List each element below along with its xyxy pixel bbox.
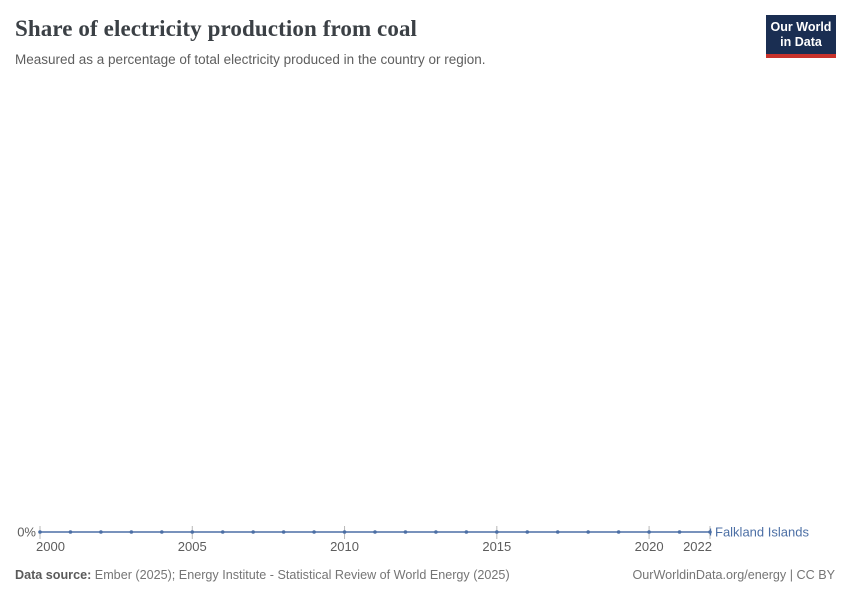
data-point-marker[interactable] — [220, 530, 225, 534]
data-source-text: Ember (2025); Energy Institute - Statist… — [91, 568, 510, 582]
chart-footer: Data source: Ember (2025); Energy Instit… — [15, 568, 835, 582]
data-point-marker[interactable] — [495, 530, 499, 534]
data-point-marker[interactable] — [586, 530, 590, 534]
license-credit-link[interactable]: OurWorldinData.org/energy | CC BY — [632, 568, 835, 582]
owid-logo-line1: Our World — [770, 20, 832, 34]
data-point-marker[interactable] — [677, 530, 682, 534]
data-point-marker[interactable] — [38, 530, 42, 534]
owid-logo[interactable]: Our World in Data — [766, 15, 836, 58]
series-entity-label[interactable]: Falkland Islands — [715, 525, 809, 540]
page-title: Share of electricity production from coa… — [15, 16, 418, 41]
data-point-marker[interactable] — [68, 530, 73, 534]
x-axis-tick-label: 2020 — [635, 539, 664, 554]
x-axis-tick-label: 2000 — [36, 539, 65, 554]
data-point-marker[interactable] — [99, 530, 103, 534]
data-point-marker[interactable] — [616, 530, 621, 534]
x-axis-tick-label: 2005 — [178, 539, 207, 554]
data-point-marker[interactable] — [403, 530, 408, 534]
data-point-marker[interactable] — [129, 530, 134, 534]
data-point-marker[interactable] — [434, 530, 438, 534]
data-point-marker[interactable] — [373, 530, 377, 534]
data-point-marker[interactable] — [190, 530, 195, 534]
data-point-marker[interactable] — [342, 530, 347, 534]
data-point-marker[interactable] — [464, 530, 469, 534]
data-source: Data source: Ember (2025); Energy Instit… — [15, 568, 510, 582]
data-source-label: Data source: — [15, 568, 92, 582]
x-axis-tick-label: 2022 — [683, 539, 712, 554]
data-point-marker[interactable] — [160, 530, 164, 534]
x-axis-tick-label: 2015 — [482, 539, 511, 554]
y-axis-tick-label: 0% — [17, 525, 36, 540]
owid-logo-line2: in Data — [780, 35, 822, 49]
data-point-marker[interactable] — [312, 530, 316, 534]
page-subtitle: Measured as a percentage of total electr… — [15, 52, 486, 67]
data-point-marker[interactable] — [525, 530, 530, 534]
x-axis-tick-label: 2010 — [330, 539, 359, 554]
data-point-marker[interactable] — [281, 530, 286, 534]
data-point-marker[interactable] — [251, 530, 255, 534]
data-point-marker[interactable] — [647, 530, 651, 534]
data-point-marker[interactable] — [555, 530, 560, 534]
